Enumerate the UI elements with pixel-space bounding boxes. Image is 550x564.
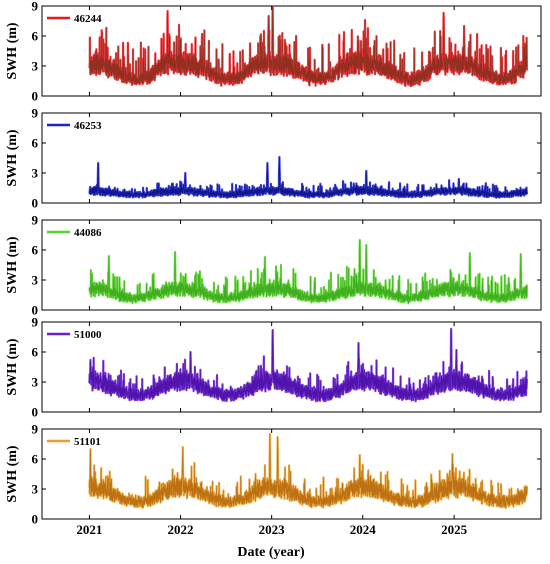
legend-label: 51101	[74, 436, 101, 448]
series-line	[89, 156, 528, 198]
panel-46253: 0 3 6 9 SWH (m) 46253	[5, 106, 542, 211]
plot-frame	[41, 428, 542, 520]
y-axis-label: SWH (m)	[5, 129, 20, 187]
y-tick-label: 3	[32, 375, 39, 390]
y-tick-label: 0	[32, 303, 39, 318]
plot-frame	[41, 219, 542, 311]
y-tick-label: 9	[32, 315, 39, 330]
legend-label: 51000	[74, 329, 102, 341]
y-tick-label: 9	[32, 422, 39, 437]
x-tick-label: 2025	[441, 522, 468, 537]
y-tick-label: 3	[32, 482, 39, 497]
series-line	[89, 6, 528, 87]
series-line	[89, 239, 528, 304]
y-tick-label: 0	[32, 89, 39, 104]
plot-frame	[41, 112, 542, 204]
y-axis-label: SWH (m)	[5, 338, 20, 396]
y-tick-label: 3	[32, 59, 39, 74]
panel-51101: 0 3 6 9 SWH (m) 51101	[5, 422, 542, 527]
x-tick-label: 2024	[350, 522, 377, 537]
y-axis-label: SWH (m)	[5, 22, 20, 80]
y-axis-label: SWH (m)	[5, 236, 20, 294]
legend-label: 46253	[74, 120, 102, 132]
y-tick-label: 3	[32, 273, 39, 288]
y-tick-label: 6	[32, 136, 39, 151]
panel-51000: 0 3 6 9 SWH (m) 51000	[5, 315, 542, 420]
y-tick-label: 6	[32, 243, 39, 258]
plot-frame	[41, 5, 542, 97]
legend-label: 46244	[74, 13, 102, 25]
y-tick-label: 3	[32, 166, 39, 181]
x-axis-label: Date (year)	[237, 545, 305, 560]
plot-frame	[41, 321, 542, 413]
panel-44086: 0 3 6 9 SWH (m) 44086	[5, 213, 542, 318]
x-tick-label: 2023	[259, 522, 286, 537]
x-tick-label: 2022	[168, 522, 194, 537]
y-tick-label: 0	[32, 512, 39, 527]
y-tick-label: 9	[32, 106, 39, 121]
y-tick-label: 9	[32, 213, 39, 228]
y-axis-label: SWH (m)	[5, 445, 20, 503]
legend-label: 44086	[74, 227, 102, 239]
panels-group: 0 3 6 9 SWH (m) 46244 0 3 6 9 SWH (m) 46253 0 3 6 9 SWH …	[5, 0, 542, 537]
y-tick-label: 0	[32, 405, 39, 420]
panel-46244: 0 3 6 9 SWH (m) 46244	[5, 0, 542, 104]
y-tick-label: 6	[32, 29, 39, 44]
series-line	[89, 328, 528, 402]
y-tick-label: 9	[32, 0, 39, 14]
x-tick-label: 2021	[76, 522, 102, 537]
y-tick-label: 0	[32, 196, 39, 211]
y-tick-label: 6	[32, 345, 39, 360]
y-tick-label: 6	[32, 452, 39, 467]
series-line	[89, 433, 528, 509]
